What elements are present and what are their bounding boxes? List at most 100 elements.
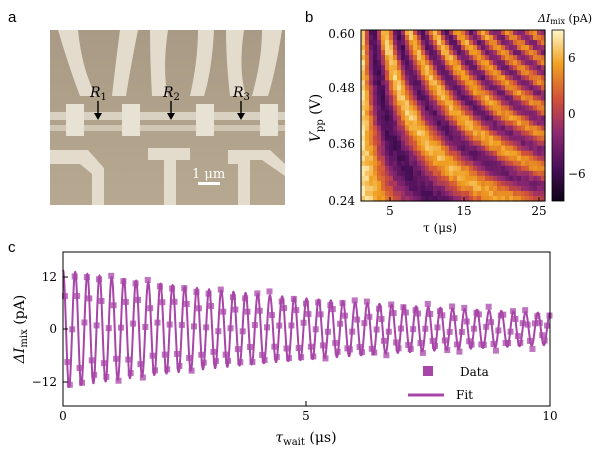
heatmap-cell	[521, 145, 526, 152]
heatmap-cell	[457, 190, 462, 197]
heatmap-cell	[425, 145, 430, 152]
heatmap-cell	[533, 60, 538, 66]
heatmap-cell	[425, 45, 430, 51]
heatmap-cell	[417, 60, 422, 66]
heatmap-cell	[493, 45, 498, 51]
heatmap-cell	[413, 195, 418, 202]
heatmap-cell	[497, 55, 502, 61]
heatmap-cell	[381, 55, 386, 61]
heatmap-cell	[489, 45, 494, 51]
heatmap-cell	[521, 125, 526, 132]
data-point	[293, 307, 300, 314]
heatmap-cell	[537, 155, 542, 162]
heatmap-cell	[473, 165, 478, 172]
heatmap-cell	[377, 140, 382, 147]
heatmap-cell	[397, 175, 402, 182]
heatmap-cell	[393, 165, 398, 172]
heatmap-cell	[493, 175, 498, 182]
heatmap-cell	[509, 155, 514, 162]
heatmap-cell	[377, 160, 382, 167]
heatmap-cell	[361, 185, 366, 192]
heatmap-cell	[481, 170, 486, 177]
heatmap-cell	[437, 135, 442, 142]
heatmap-cell	[453, 105, 458, 112]
heatmap-cell	[461, 105, 466, 112]
heatmap-cell	[469, 145, 474, 152]
heatmap-cell	[365, 30, 370, 36]
heatmap-cell	[525, 65, 530, 71]
heatmap-cell	[473, 40, 478, 46]
heatmap-cell	[493, 85, 498, 91]
heatmap-cell	[437, 160, 442, 167]
heatmap-cell	[501, 185, 506, 192]
heatmap-cell	[497, 30, 502, 36]
heatmap-cell	[441, 65, 446, 71]
heatmap-cell	[373, 50, 378, 56]
heatmap-cell	[381, 140, 386, 147]
heatmap-cell	[533, 105, 538, 112]
data-point	[69, 326, 76, 333]
heatmap-cell	[397, 160, 402, 167]
heatmap-cell	[377, 35, 382, 41]
heatmap-cell	[413, 120, 418, 127]
heatmap-cell	[477, 100, 482, 107]
heatmap-cell	[477, 110, 482, 117]
heatmap-cell	[417, 190, 422, 197]
heatmap-cell	[405, 135, 410, 142]
heatmap-cell	[381, 30, 386, 36]
heatmap-cell	[457, 40, 462, 46]
heatmap-cell	[429, 135, 434, 142]
heatmap-cell	[517, 105, 522, 112]
heatmap-cell	[449, 130, 454, 137]
heatmap-cell	[493, 55, 498, 61]
heatmap-cell	[453, 35, 458, 41]
heatmap-cell	[497, 150, 502, 157]
heatmap-cell	[481, 65, 486, 71]
heatmap-cell	[477, 130, 482, 137]
heatmap-cell	[425, 140, 430, 147]
data-point	[100, 360, 107, 367]
heatmap-cell	[449, 140, 454, 147]
data-point	[500, 311, 507, 318]
heatmap-cell	[377, 155, 382, 162]
heatmap-cell	[489, 185, 494, 192]
heatmap-cell	[521, 115, 526, 122]
heatmap-cell	[521, 45, 526, 51]
heatmap-cell	[465, 55, 470, 61]
heatmap-cell	[449, 100, 454, 107]
heatmap-cell	[429, 130, 434, 137]
heatmap-cell	[433, 55, 438, 61]
heatmap-cell	[501, 120, 506, 127]
heatmap-cell	[485, 30, 490, 36]
heatmap-cell	[365, 55, 370, 61]
heatmap-cell	[469, 175, 474, 182]
heatmap-cell	[421, 165, 426, 172]
heatmap-cell	[409, 185, 414, 192]
heatmap-cell	[433, 30, 438, 36]
heatmap-cell	[421, 120, 426, 127]
heatmap-cell	[513, 165, 518, 172]
heatmap-cell	[477, 75, 482, 81]
heatmap-cell	[537, 65, 542, 71]
heatmap-cell	[445, 55, 450, 61]
heatmap-cell	[373, 195, 378, 202]
heatmap-cell	[389, 125, 394, 132]
heatmap-cell	[537, 125, 542, 132]
heatmap-cell	[385, 160, 390, 167]
heatmap-cell	[537, 90, 542, 96]
heatmap-cell	[413, 125, 418, 132]
heatmap-cell	[529, 170, 534, 177]
heatmap-cell	[513, 190, 518, 197]
heatmap-cell	[429, 40, 434, 46]
heatmap-cell	[477, 190, 482, 197]
heatmap-cell	[489, 70, 494, 76]
heatmap-cell	[401, 75, 406, 81]
heatmap-cell	[377, 55, 382, 61]
heatmap-cell	[461, 155, 466, 162]
heatmap-cell	[465, 170, 470, 177]
heatmap-cell	[365, 115, 370, 122]
heatmap-cell	[365, 125, 370, 132]
data-point	[76, 364, 83, 371]
heatmap-cell	[473, 65, 478, 71]
heatmap-cell	[361, 40, 366, 46]
